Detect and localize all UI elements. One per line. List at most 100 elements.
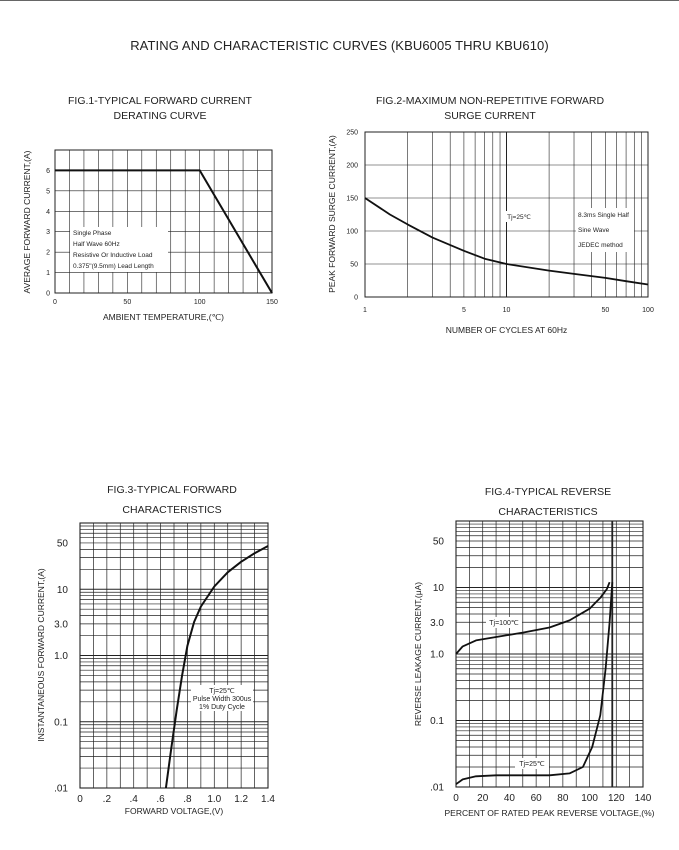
fig3-title-line-2: CHARACTERISTICS <box>122 504 222 516</box>
fig1-y-tick-label: 2 <box>46 250 50 257</box>
fig4-y-tick-label: 50 <box>433 537 445 548</box>
fig2-tj-note: Tj=25℃ <box>507 214 531 221</box>
fig4-x-axis-label: PERCENT OF RATED PEAK REVERSE VOLTAGE,(%… <box>444 808 654 818</box>
fig4-y-tick-label: 0.1 <box>430 716 444 727</box>
fig4-x-tick-label: 0 <box>453 793 459 804</box>
fig4-tj100-bg <box>486 617 522 628</box>
fig3-y-tick-label: 0.1 <box>54 717 68 728</box>
fig3-title: FIG.3-TYPICAL FORWARD CHARACTERISTICS <box>72 480 272 520</box>
fig3-x-tick-label: .4 <box>130 794 139 805</box>
fig1-y-tick-label: 5 <box>46 188 50 195</box>
fig1-note: Half Wave 60Hz <box>73 241 120 248</box>
fig3-chart: 0 .2 .4 .6 .8 1.0 1.2 1.4 50 10 3.0 1.0 0.1 .01 FORWAR… <box>36 522 275 816</box>
fig4-title-line-2: CHARACTERISTICS <box>498 506 598 518</box>
fig3-title-line-1: FIG.3-TYPICAL FORWARD <box>107 484 237 496</box>
fig3-frame <box>79 522 269 789</box>
fig1-title-line-1: FIG.1-TYPICAL FORWARD CURRENT <box>68 95 252 107</box>
fig2-y-tick-label: 100 <box>346 229 358 236</box>
fig1-chart: 0 50 100 150 0 1 2 3 4 5 6 AMBIENT TEMPERATURE,(℃) A… <box>22 149 278 322</box>
fig1-y-tick-label: 3 <box>46 229 50 236</box>
fig1-note-box <box>70 227 168 272</box>
fig1-x-tick-label: 100 <box>194 299 206 306</box>
fig1-y-tick-label: 6 <box>46 168 50 175</box>
fig3-y-tick-label: 10 <box>57 585 69 596</box>
fig1-note: Resistive Or Inductive Load <box>73 252 153 259</box>
fig3-y-axis-label: INSTANTANEOUS FORWARD CURRENT,(A) <box>36 568 46 742</box>
fig4-y-axis-label: REVERSE LEAKAGE CURRENT,(μA) <box>413 582 423 726</box>
fig1-y-tick-label: 0 <box>46 291 50 298</box>
fig3-note-box <box>191 685 253 711</box>
fig1-y-axis-label: AVERAGE FORWARD CURRENT,(A) <box>22 150 32 293</box>
fig2-x-axis-label: NUMBER OF CYCLES AT 60Hz <box>446 325 568 335</box>
fig2-note: Sine Wave <box>578 227 610 234</box>
fig4-curve-tj25 <box>455 582 614 785</box>
fig2-y-tick-label: 50 <box>350 262 358 269</box>
fig4-x-tick-label: 20 <box>477 793 489 804</box>
fig4-curve-tj100 <box>455 581 611 655</box>
fig3-note: 1% Duty Cycle <box>199 704 245 711</box>
fig1-y-tick-label: 4 <box>46 209 50 216</box>
fig2-note: 8.3ms Single Half <box>578 212 629 219</box>
fig4-y-tick-label: 10 <box>433 583 445 594</box>
fig1-frame <box>54 149 273 294</box>
fig2-title-line-2: SURGE CURRENT <box>444 110 536 122</box>
fig3-y-tick-label: 1.0 <box>54 651 68 662</box>
fig4-y-tick-label: 1.0 <box>430 650 444 661</box>
fig2-y-tick-label: 0 <box>354 295 358 302</box>
fig1-derating-curve <box>55 169 273 294</box>
fig1-y-tick-label: 1 <box>46 270 50 277</box>
fig2-note-box <box>576 208 634 252</box>
fig3-x-tick-label: .6 <box>156 794 165 805</box>
fig4-title-line-1: FIG.4-TYPICAL REVERSE <box>484 486 612 498</box>
fig2-y-tick-label: 150 <box>346 196 358 203</box>
fig3-x-tick-label: 1.2 <box>234 794 248 805</box>
fig2-x-tick-label: 10 <box>503 307 511 314</box>
fig4-x-tick-label: 100 <box>581 793 598 804</box>
fig1-x-tick-label: 150 <box>266 299 278 306</box>
fig4-y-tick-label: 3.0 <box>430 618 444 629</box>
fig4-tj100-label: Tj=100℃ <box>489 620 519 627</box>
fig3-note: Tj=25℃ <box>209 688 235 695</box>
fig4-x-tick-label: 80 <box>557 793 569 804</box>
fig3-x-axis-label: FORWARD VOLTAGE,(V) <box>125 806 224 816</box>
fig3-x-tick-label: 1.4 <box>261 794 275 805</box>
fig4-x-tick-label: 120 <box>608 793 625 804</box>
fig3-y-tick-label: 3.0 <box>54 619 68 630</box>
fig4-tj25-label: Tj=25℃ <box>519 761 545 768</box>
fig2-x-tick-label: 100 <box>642 307 654 314</box>
fig2-chart: 1 5 10 50 100 0 50 100 150 200 250 NUMBER OF CYCLES… <box>327 130 654 336</box>
fig4-tj25-bg <box>515 758 549 769</box>
fig1-note: 0.375"(9.5mm) Lead Length <box>73 263 154 270</box>
fig2-note: JEDEC method <box>578 242 623 249</box>
fig4-chart: 0 20 40 60 80 100 120 140 50 10 3.0 1.0 0.1 .01 PERCEN… <box>413 520 655 818</box>
fig3-x-tick-label: .2 <box>103 794 112 805</box>
fig4-title: FIG.4-TYPICAL REVERSE CHARACTERISTICS <box>448 482 648 522</box>
fig4-y-tick-label: .01 <box>430 783 444 794</box>
fig2-x-tick-label: 1 <box>363 307 367 314</box>
fig1-x-tick-label: 50 <box>123 299 131 306</box>
fig2-title: FIG.2-MAXIMUM NON-REPETITIVE FORWARD SUR… <box>355 94 625 124</box>
page-title: RATING AND CHARACTERISTIC CURVES (KBU600… <box>130 38 549 53</box>
fig1-x-tick-label: 0 <box>53 299 57 306</box>
fig2-surge-curve <box>364 197 649 286</box>
fig2-y-axis-label: PEAK FORWARD SURGE CURRENT,(A) <box>327 135 337 293</box>
fig3-x-tick-label: 0 <box>77 794 83 805</box>
fig3-y-tick-label: .01 <box>54 784 68 795</box>
fig4-x-tick-label: 40 <box>504 793 516 804</box>
fig2-x-tick-label: 50 <box>602 307 610 314</box>
fig1-title: FIG.1-TYPICAL FORWARD CURRENT DERATING C… <box>40 94 280 124</box>
fig4-x-tick-label: 140 <box>635 793 652 804</box>
fig3-forward-curve <box>164 545 269 789</box>
fig1-title-line-2: DERATING CURVE <box>113 110 207 122</box>
fig4-x-tick-label: 60 <box>531 793 543 804</box>
fig2-y-tick-label: 200 <box>346 163 358 170</box>
fig3-x-tick-label: .8 <box>183 794 192 805</box>
fig2-x-tick-label: 5 <box>462 307 466 314</box>
fig3-y-tick-label: 50 <box>57 538 69 549</box>
fig3-note: Pulse Width 300us <box>193 696 252 703</box>
top-rule <box>0 0 679 1</box>
fig3-x-tick-label: 1.0 <box>207 794 221 805</box>
fig2-tj-bg <box>503 211 535 222</box>
fig2-frame <box>364 131 649 298</box>
